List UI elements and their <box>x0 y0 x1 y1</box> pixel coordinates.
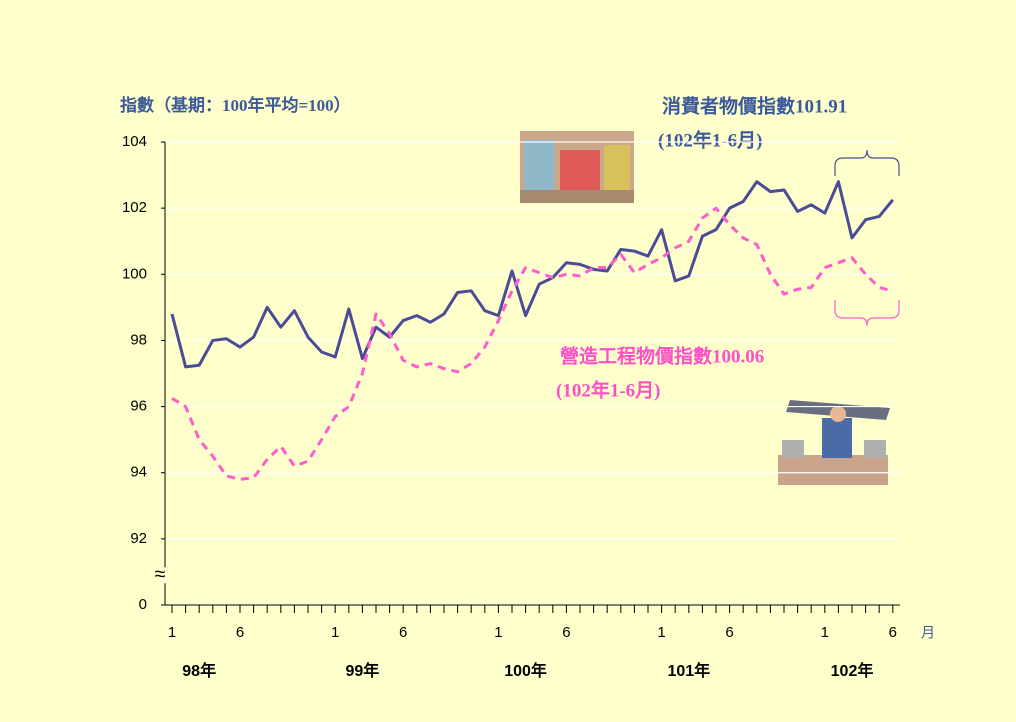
x-tick-label: 6 <box>889 624 897 641</box>
annotation-sub: (102年1-6月) <box>556 378 660 401</box>
y-tick-label: 102 <box>122 199 147 216</box>
x-group-label: 98年 <box>182 661 216 680</box>
x-tick-label: 1 <box>821 624 829 641</box>
y-tick-label: 98 <box>130 331 147 348</box>
y-tick-label: 92 <box>130 530 147 547</box>
y-axis-title: 指數（基期：100年平均=100） <box>120 95 351 115</box>
y-tick-label: 100 <box>122 265 147 282</box>
x-tick-label: 6 <box>236 624 244 641</box>
x-tick-label: 6 <box>562 624 570 641</box>
chart: 指數（基期：100年平均=100） 消費者物價指數101.91 (102年1-6… <box>0 0 1016 722</box>
x-unit: 月 <box>921 625 935 641</box>
x-tick-label: 1 <box>657 624 665 641</box>
x-group-label: 100年 <box>504 661 547 680</box>
y-tick-label: 104 <box>122 133 147 150</box>
annotation-sub: (102年1-6月) <box>658 128 762 151</box>
x-group-label: 102年 <box>831 661 874 680</box>
x-tick-label: 6 <box>725 624 733 641</box>
x-tick-label: 6 <box>399 624 407 641</box>
y-tick-label: 94 <box>130 464 147 481</box>
y-tick-label: 96 <box>130 398 147 415</box>
x-group-label: 99年 <box>345 661 379 680</box>
y-tick-label: 0 <box>139 596 147 613</box>
annotation: 營造工程物價指數100.06 <box>560 344 764 367</box>
x-group-label: 101年 <box>667 661 710 680</box>
x-tick-label: 1 <box>168 624 176 641</box>
x-tick-label: 1 <box>331 624 339 641</box>
annotation: 消費者物價指數101.91 <box>662 94 847 117</box>
x-tick-label: 1 <box>494 624 502 641</box>
axis-break: ≈ <box>155 564 166 586</box>
